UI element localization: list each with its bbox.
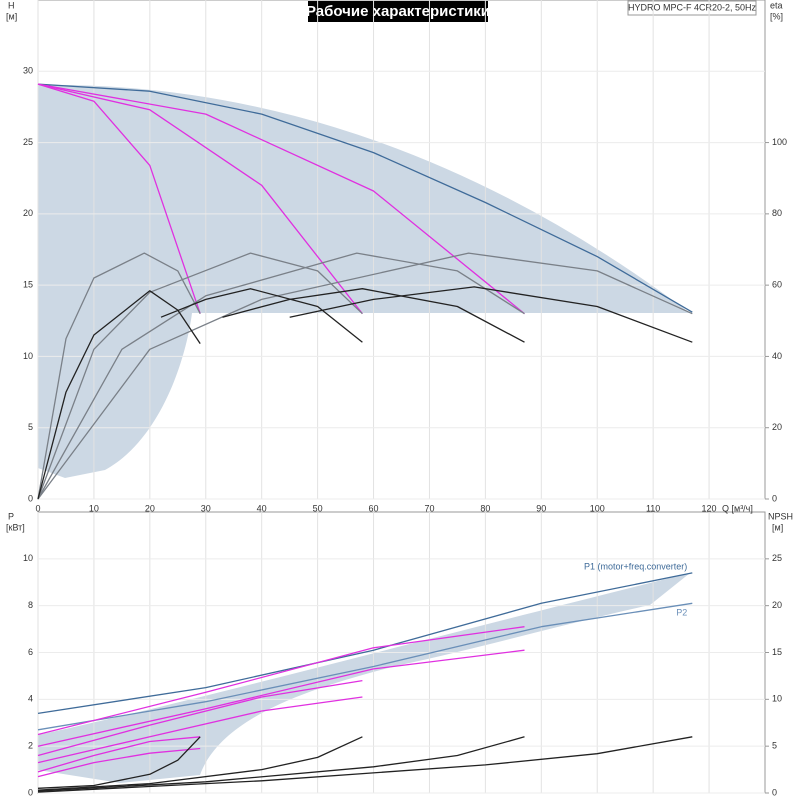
x-tick-label: 60 bbox=[369, 503, 379, 513]
y2-tick-label: 0 bbox=[772, 493, 777, 503]
curve bbox=[289, 286, 693, 343]
y-axis-label: P bbox=[8, 511, 14, 521]
y2-tick-label: 40 bbox=[772, 351, 782, 361]
curve bbox=[37, 602, 693, 731]
y2-tick-label: 0 bbox=[772, 787, 777, 797]
y2-tick-label: 20 bbox=[772, 422, 782, 432]
y-tick-label: 5 bbox=[28, 422, 33, 432]
y2-tick-label: 60 bbox=[772, 280, 782, 290]
y-tick-label: 6 bbox=[28, 647, 33, 657]
y-tick-label: 0 bbox=[28, 787, 33, 797]
y-axis-unit: [м] bbox=[6, 11, 17, 21]
y-tick-label: 8 bbox=[28, 600, 33, 610]
operating-area bbox=[38, 84, 690, 478]
curve bbox=[37, 649, 525, 747]
x-tick-label: 70 bbox=[424, 503, 434, 513]
curve bbox=[37, 679, 363, 757]
y2-axis-label: eta bbox=[770, 0, 783, 10]
y-tick-label: 0 bbox=[28, 493, 33, 503]
curve bbox=[37, 252, 525, 500]
y2-tick-label: 20 bbox=[772, 600, 782, 610]
y2-tick-label: 10 bbox=[772, 694, 782, 704]
x-tick-label: 50 bbox=[313, 503, 323, 513]
curve bbox=[160, 288, 363, 343]
x-tick-label: 0 bbox=[35, 503, 40, 513]
x-tick-label: 20 bbox=[145, 503, 155, 513]
curve-label: P2 bbox=[676, 608, 687, 618]
x-tick-label: 110 bbox=[646, 503, 660, 513]
y2-axis-unit: [м] bbox=[772, 522, 783, 532]
curve bbox=[37, 736, 201, 789]
y-tick-label: 15 bbox=[23, 280, 33, 290]
curve-label: P1 (motor+freq.converter) bbox=[584, 561, 687, 571]
curve bbox=[37, 736, 363, 791]
operating-area bbox=[38, 573, 690, 783]
y-tick-label: 25 bbox=[23, 137, 33, 147]
y-tick-label: 20 bbox=[23, 208, 33, 218]
y-tick-label: 30 bbox=[23, 66, 33, 76]
curve bbox=[37, 736, 693, 793]
curve bbox=[222, 288, 525, 343]
curve bbox=[37, 290, 201, 500]
curve bbox=[37, 747, 201, 778]
curve bbox=[37, 83, 363, 315]
curve bbox=[37, 252, 201, 500]
x-tick-label: 120 bbox=[702, 503, 717, 513]
x-axis-label: Q [м³/ч] bbox=[722, 503, 753, 513]
y2-tick-label: 80 bbox=[772, 208, 782, 218]
curve bbox=[37, 252, 363, 500]
y2-tick-label: 5 bbox=[772, 741, 777, 751]
x-tick-label: 100 bbox=[590, 503, 605, 513]
subtitle-box bbox=[627, 0, 757, 16]
y-tick-label: 10 bbox=[23, 553, 33, 563]
y-axis-unit: [кВт] bbox=[6, 522, 25, 532]
curve bbox=[37, 83, 525, 315]
subtitle: HYDRO MPC-F 4CR20-2, 50Hz bbox=[628, 2, 757, 12]
chart-title: Рабочие характеристики bbox=[306, 3, 490, 20]
y2-axis-label: NPSH bbox=[768, 511, 793, 521]
curve bbox=[37, 696, 363, 764]
y-tick-label: 10 bbox=[23, 351, 33, 361]
y-axis-label: H bbox=[8, 0, 15, 10]
title-box bbox=[308, 1, 488, 22]
x-tick-label: 80 bbox=[480, 503, 490, 513]
y2-tick-label: 25 bbox=[772, 553, 782, 563]
curve bbox=[37, 736, 525, 792]
curve bbox=[37, 83, 693, 313]
x-tick-label: 30 bbox=[201, 503, 211, 513]
y-tick-label: 4 bbox=[28, 694, 33, 704]
y2-axis-unit: [%] bbox=[770, 11, 783, 21]
curve bbox=[37, 252, 693, 500]
curve bbox=[37, 83, 201, 314]
x-tick-label: 90 bbox=[536, 503, 546, 513]
x-tick-label: 40 bbox=[257, 503, 267, 513]
y-tick-label: 2 bbox=[28, 741, 33, 751]
curve bbox=[37, 626, 525, 736]
x-tick-label: 10 bbox=[89, 503, 99, 513]
curve bbox=[37, 736, 201, 773]
y2-tick-label: 100 bbox=[772, 137, 787, 147]
curve bbox=[37, 572, 693, 715]
y2-tick-label: 15 bbox=[772, 647, 782, 657]
